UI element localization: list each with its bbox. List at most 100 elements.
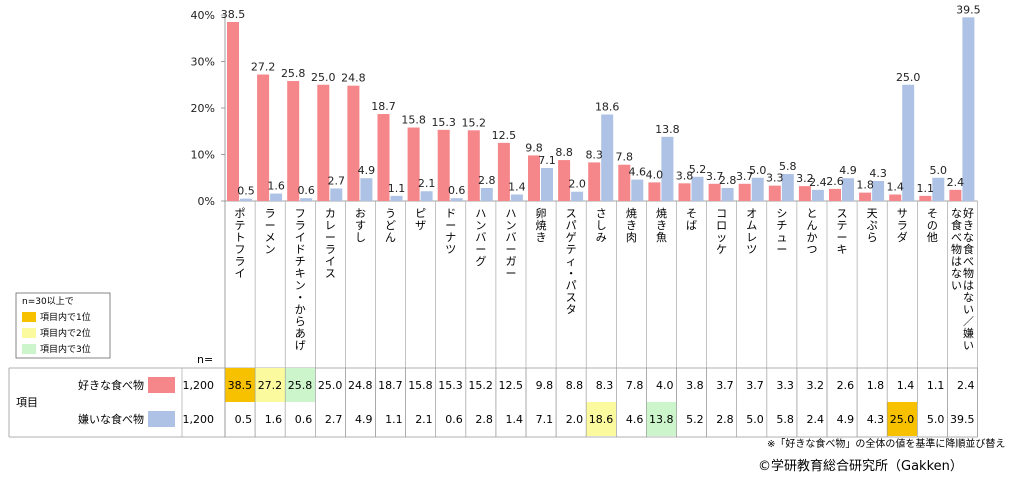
value-label-dislike: 5.2 [689,163,707,176]
value-label-like: 3.8 [676,169,694,182]
table-cell-dislike: 4.6 [626,413,644,426]
bar-dislike [932,177,945,201]
table-cell-like: 8.3 [596,379,614,392]
value-label-like: 3.3 [766,172,784,185]
table-cell-dislike: 0.6 [295,413,313,426]
series-n-like: 1,200 [183,379,215,392]
copyright: ©学研教育総合研究所（Gakken） [758,458,963,474]
bar-like [407,127,420,201]
table-cell-dislike: 5.8 [776,413,794,426]
table-cell-dislike: 5.0 [746,413,764,426]
bar-like [798,186,811,201]
value-label-dislike: 2.8 [719,174,737,187]
value-label-like: 7.8 [616,151,634,164]
bar-dislike [330,188,343,201]
bar-dislike [541,167,553,201]
bar-dislike [270,193,283,201]
value-label-dislike: 4.9 [839,164,857,177]
table-cell-dislike: 4.9 [355,413,373,426]
table-cell-dislike: 4.9 [837,413,855,426]
value-label-like: 18.7 [371,100,396,113]
category-label: シチュー [776,207,787,256]
value-label-dislike: 0.5 [237,185,255,198]
category-label: そば [686,207,697,232]
bar-like [257,74,270,201]
bar-like [768,185,781,201]
value-label-dislike: 18.6 [595,101,620,114]
bar-dislike [601,114,614,201]
table-cell-like: 1.1 [927,379,945,392]
value-label-like: 1.4 [886,180,904,193]
category-label: フライドチキン・からあげ [295,207,306,352]
table-cell-dislike: 18.6 [589,413,614,426]
value-label-dislike: 25.0 [896,71,921,84]
table-row-header: 項目 [16,396,38,409]
category-label: ドーナツ [445,207,456,256]
table-cell-dislike: 2.1 [415,413,433,426]
bar-like [859,192,872,201]
bar-like [437,129,450,201]
category-labels: ポテトフライ ラーメン フライドチキン・からあげ カレーライス おすし うどん ピザ ドーナツ… [235,206,974,352]
value-label-like: 8.3 [585,148,603,161]
table-cell-dislike: 1.6 [265,413,283,426]
table-cell-dislike: 39.5 [950,413,975,426]
value-label-like: 3.2 [796,172,814,185]
bar-dislike [240,198,252,201]
table-cell-like: 7.8 [626,379,644,392]
value-labels: 38.5 0.5 27.2 1.6 25.8 0.6 25.0 2.7 24.8 4.9 18.7 1… [221,3,981,197]
value-label-like: 15.3 [431,116,456,129]
value-label-dislike: 4.9 [358,164,376,177]
category-label: 焼き肉 [626,207,637,244]
category-label: 好きな食べ物はない／嫌いな食べ物はない [951,206,974,352]
series-name-dislike: 嫌いな食べ物 [78,412,144,426]
bar-like [919,195,932,201]
bar-like [829,188,841,201]
bar-like [648,182,661,201]
value-label-dislike: 1.1 [388,182,406,195]
table-cell-like: 15.3 [438,379,463,392]
value-label-dislike: 2.7 [328,174,346,187]
value-label-dislike: 1.6 [267,180,285,193]
category-label: サラダ [897,207,908,244]
category-label: 天ぷら [867,207,878,244]
value-label-dislike: 2.8 [478,174,496,187]
bar-like [678,183,691,201]
value-label-like: 3.7 [736,170,754,183]
y-tick-label: 0% [198,195,215,208]
bar-dislike [480,187,493,201]
table-cell-like: 3.7 [746,379,764,392]
value-label-dislike: 4.3 [869,167,887,180]
table-cell-dislike: 2.8 [475,413,493,426]
bar-like [227,21,239,201]
legend-label-rank3: 項目内で3位 [40,343,91,355]
table-cell-dislike: 2.4 [807,413,825,426]
bar-dislike [811,189,824,201]
y-tick-label: 10% [191,149,215,162]
table-cell-like: 2.6 [837,379,855,392]
table-cell-like: 38.5 [228,379,253,392]
bar-layer [227,17,975,202]
bar-dislike [962,17,975,202]
value-label-dislike: 0.6 [448,184,466,197]
bar-dislike [300,198,313,201]
category-label: スパゲティ・パスタ [566,207,577,316]
category-label: ハンバーグ [475,207,486,268]
value-label-dislike: 5.0 [749,164,767,177]
value-label-like: 2.4 [947,176,965,189]
category-label: ピザ [415,207,426,232]
rank-highlight-cell [887,402,918,436]
value-label-dislike: 2.4 [809,176,827,189]
value-label-dislike: 1.4 [508,180,526,193]
category-label: その他 [927,207,938,244]
table-cell-dislike: 1.1 [385,413,403,426]
value-label-like: 2.6 [826,175,844,188]
category-label: さしみ [596,207,607,244]
table-cell-dislike: 2.8 [716,413,734,426]
value-label-dislike: 2.0 [568,178,586,191]
bar-dislike [781,174,794,201]
bar-like [588,162,601,201]
rank-highlight-cell [586,402,617,436]
table-cell-like: 15.2 [468,379,493,392]
value-label-like: 25.0 [311,71,336,84]
table-cell-dislike: 4.3 [867,413,885,426]
